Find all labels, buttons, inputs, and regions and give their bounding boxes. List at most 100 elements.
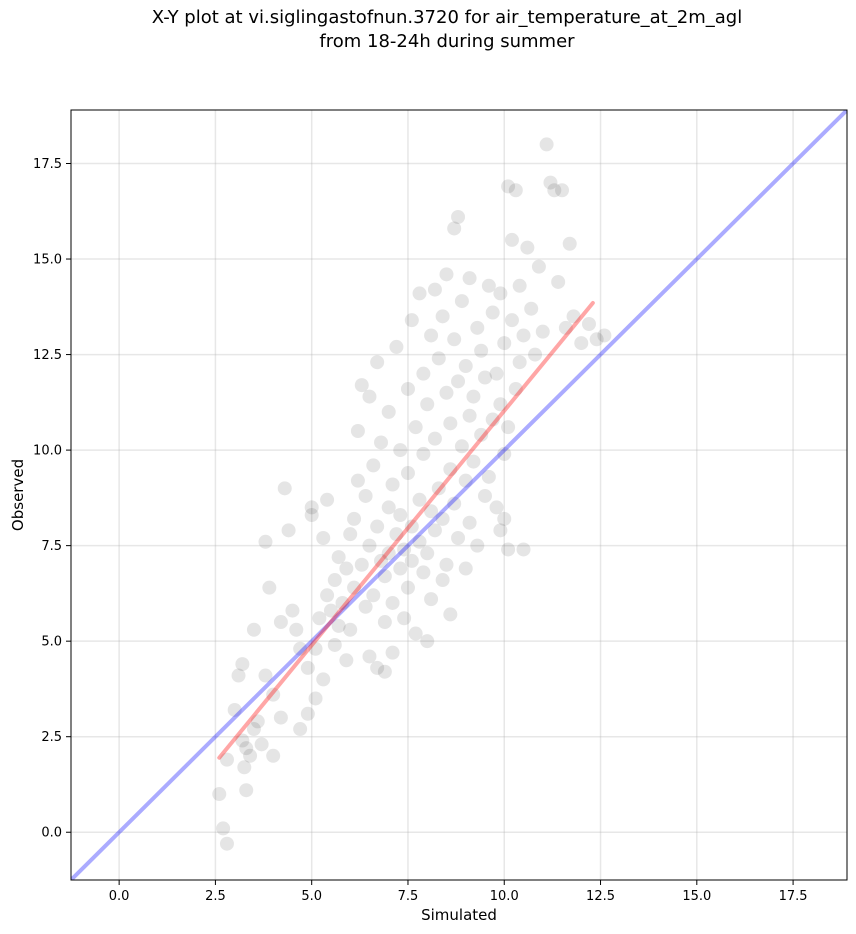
data-point — [219, 752, 234, 767]
data-point — [424, 328, 439, 343]
data-point — [243, 748, 258, 763]
data-point — [377, 569, 392, 584]
y-axis-ticks: 0.0 2.5 5.0 7.5 10.0 12.5 15.0 17.5 — [33, 157, 71, 841]
data-point — [489, 366, 504, 381]
data-point — [370, 519, 385, 534]
x-tick-label: 10.0 — [490, 889, 519, 904]
data-point — [470, 320, 485, 335]
data-point — [566, 309, 581, 324]
data-point — [293, 641, 308, 656]
y-tick-label: 7.5 — [41, 539, 62, 554]
data-point — [439, 557, 454, 572]
data-point — [239, 741, 254, 756]
data-point — [447, 221, 462, 236]
data-point — [497, 511, 512, 526]
data-point — [347, 580, 362, 595]
data-point — [420, 634, 435, 649]
data-point — [374, 435, 389, 450]
data-point — [246, 722, 261, 737]
data-point — [404, 313, 419, 328]
data-point — [416, 446, 431, 461]
data-point — [331, 550, 346, 565]
chart-title-block: X-Y plot at vi.siglingastofnun.3720 for … — [0, 6, 856, 54]
data-point — [493, 397, 508, 412]
data-point — [451, 374, 466, 389]
data-point — [481, 469, 496, 484]
data-point — [358, 599, 373, 614]
data-point — [370, 660, 385, 675]
data-point — [381, 404, 396, 419]
data-point — [235, 733, 250, 748]
data-point — [377, 615, 392, 630]
data-point — [227, 702, 242, 717]
data-point — [447, 496, 462, 511]
data-point — [551, 274, 566, 289]
data-point — [389, 339, 404, 354]
x-tick-label: 12.5 — [586, 889, 615, 904]
x-tick-label: 2.5 — [205, 889, 226, 904]
data-point — [474, 427, 489, 442]
x-tick-label: 5.0 — [301, 889, 322, 904]
data-point — [316, 672, 331, 687]
data-point — [312, 611, 327, 626]
data-point — [281, 523, 296, 538]
x-tick-label: 0.0 — [109, 889, 130, 904]
data-point — [366, 588, 381, 603]
data-point — [358, 488, 373, 503]
data-point — [239, 783, 254, 798]
data-point — [512, 278, 527, 293]
data-point — [435, 511, 450, 526]
data-point — [462, 408, 477, 423]
data-point — [412, 492, 427, 507]
data-point — [339, 653, 354, 668]
data-point — [497, 446, 512, 461]
data-point — [219, 836, 234, 851]
data-point — [424, 592, 439, 607]
data-points — [212, 137, 612, 851]
data-point — [528, 347, 543, 362]
data-point — [339, 561, 354, 576]
data-point — [335, 595, 350, 610]
data-point — [493, 523, 508, 538]
data-point — [555, 183, 570, 198]
data-point — [574, 336, 589, 351]
x-axis-ticks: 0.0 2.5 5.0 7.5 10.0 12.5 15.0 17.5 — [109, 880, 808, 904]
data-point — [439, 385, 454, 400]
y-tick-label: 12.5 — [33, 348, 62, 363]
data-point — [501, 179, 516, 194]
data-point — [331, 618, 346, 633]
data-point — [466, 454, 481, 469]
y-tick-label: 17.5 — [33, 157, 62, 172]
data-point — [451, 209, 466, 224]
data-point — [547, 183, 562, 198]
data-point — [539, 137, 554, 152]
data-point — [237, 760, 252, 775]
data-point — [323, 603, 338, 618]
data-point — [231, 668, 246, 683]
data-point — [485, 305, 500, 320]
data-point — [470, 538, 485, 553]
data-point — [385, 645, 400, 660]
data-point — [246, 622, 261, 637]
chart-title: X-Y plot at vi.siglingastofnun.3720 for … — [151, 7, 743, 28]
data-point — [504, 232, 519, 247]
data-point — [304, 508, 319, 523]
data-point — [458, 473, 473, 488]
data-point — [497, 336, 512, 351]
data-point — [431, 351, 446, 366]
data-point — [420, 397, 435, 412]
data-point — [277, 481, 292, 496]
data-point — [343, 527, 358, 542]
y-tick-label: 5.0 — [41, 635, 62, 650]
data-point — [347, 511, 362, 526]
data-point — [477, 370, 492, 385]
data-point — [212, 787, 227, 802]
y-tick-label: 2.5 — [41, 730, 62, 745]
data-point — [412, 286, 427, 301]
data-point — [381, 546, 396, 561]
data-point — [397, 542, 412, 557]
data-point — [458, 561, 473, 576]
x-tick-label: 15.0 — [682, 889, 711, 904]
data-point — [308, 641, 323, 656]
